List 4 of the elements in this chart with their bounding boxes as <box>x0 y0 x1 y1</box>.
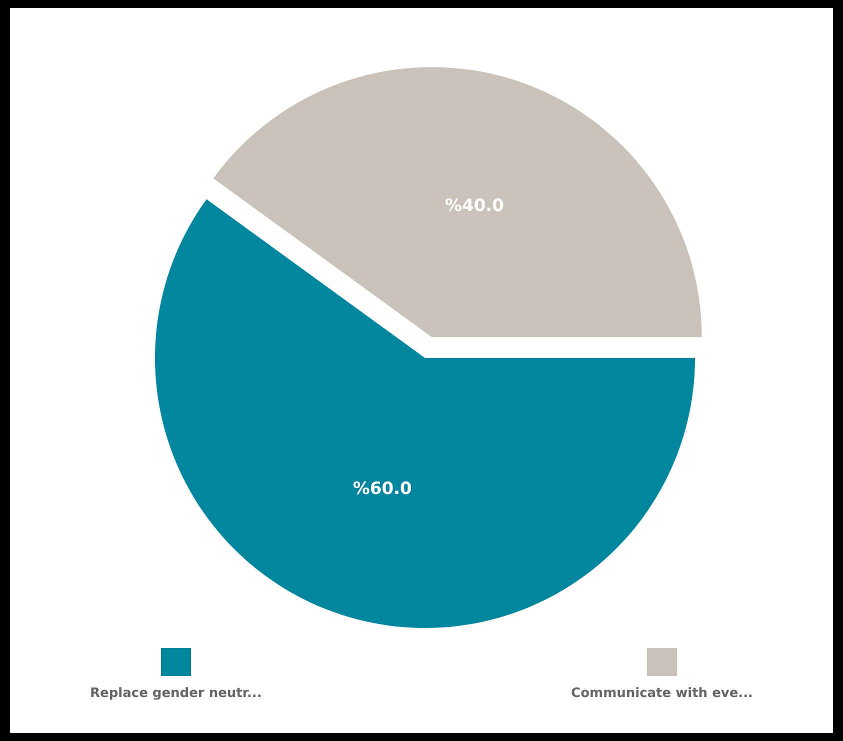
legend-label: Replace gender neutr... <box>90 686 262 701</box>
legend-label: Communicate with eve... <box>571 686 753 701</box>
data-label: %40.0 <box>444 196 504 216</box>
data-label: %60.0 <box>352 479 412 500</box>
